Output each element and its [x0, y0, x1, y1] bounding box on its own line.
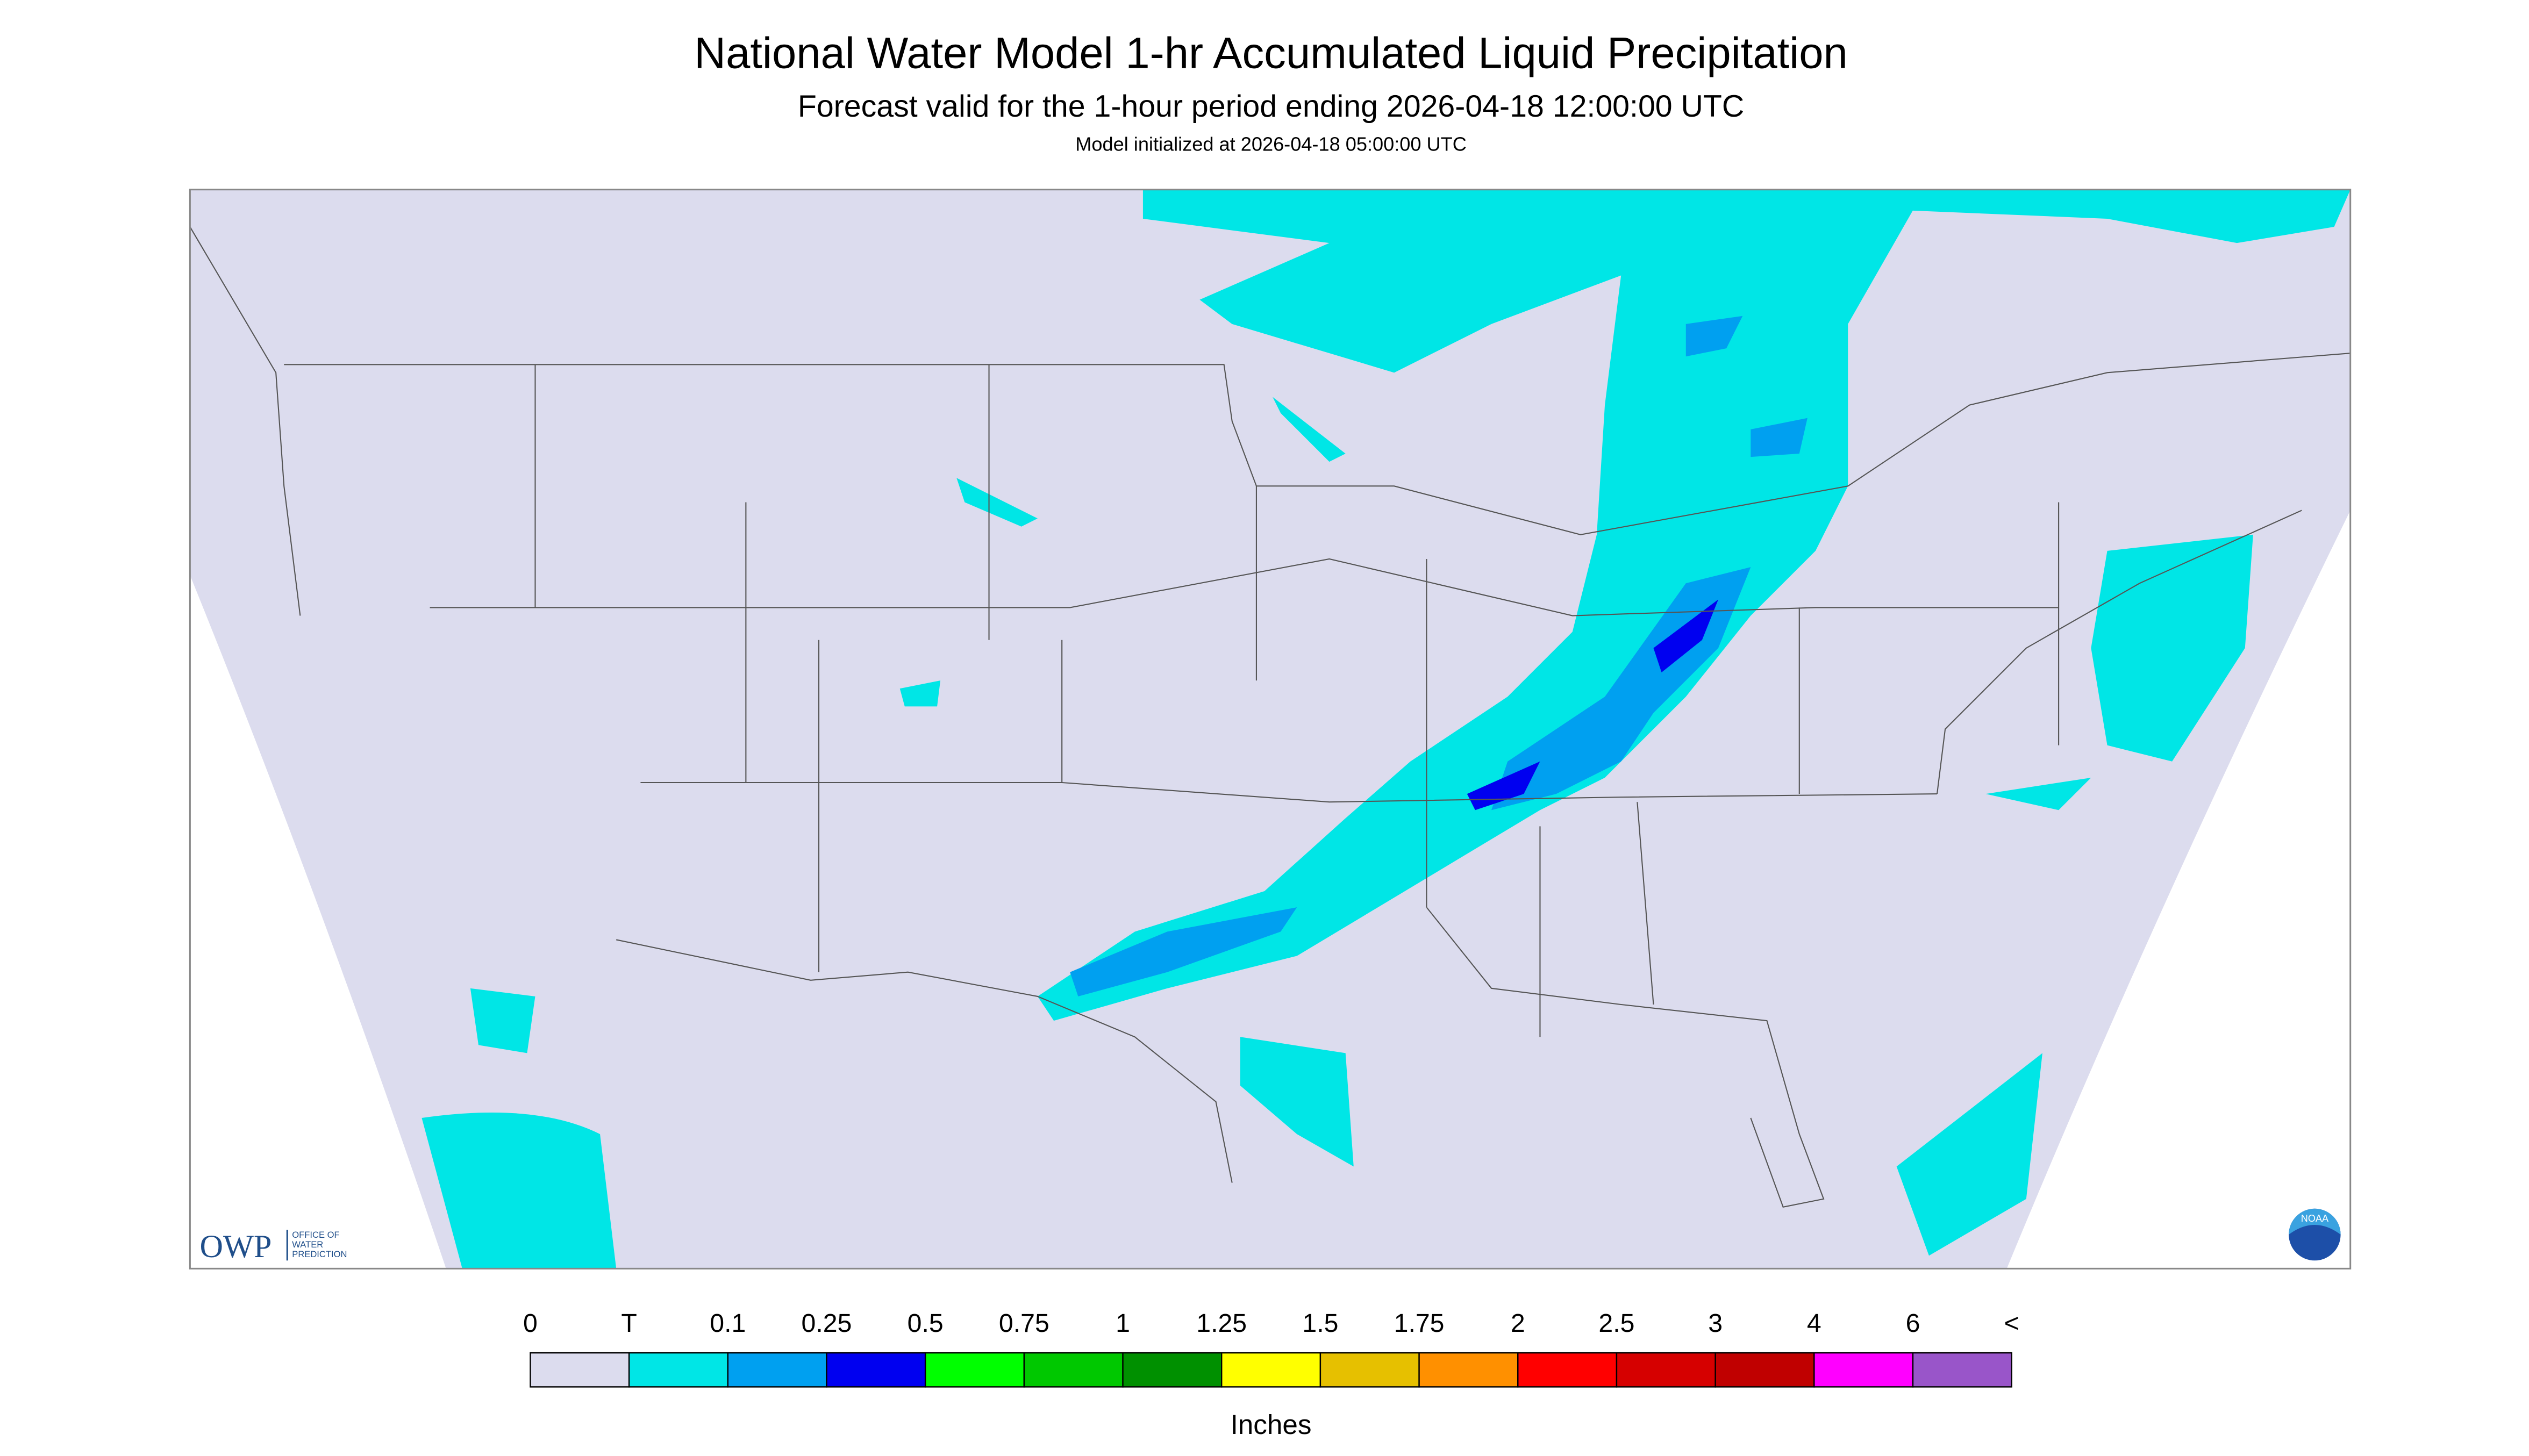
noaa-text: NOAA — [2301, 1213, 2329, 1224]
legend-label: < — [2004, 1309, 2019, 1338]
legend-label: 0.1 — [710, 1309, 746, 1338]
precipitation — [422, 189, 2351, 1269]
legend-swatch — [1912, 1352, 2012, 1388]
legend-swatch — [1616, 1352, 1716, 1388]
map: OWP OFFICE OF WATER PREDICTION NOAA — [189, 189, 2352, 1269]
legend-swatch — [727, 1352, 827, 1388]
logo-line: WATER — [292, 1239, 323, 1250]
legend-unit: Inches — [1231, 1409, 1312, 1440]
legend-swatch — [924, 1352, 1025, 1388]
legend-label: 1.5 — [1302, 1309, 1338, 1338]
legend-label: 0.5 — [908, 1309, 944, 1338]
legend-swatch — [1714, 1352, 1815, 1388]
legend-label: 2 — [1511, 1309, 1525, 1338]
map-frame — [189, 189, 2352, 1269]
projection-mask-left — [190, 575, 446, 1269]
legend-label: 0 — [523, 1309, 538, 1338]
legend-swatch — [826, 1352, 926, 1388]
legend-swatch — [1517, 1352, 1618, 1388]
legend-label: 1.75 — [1394, 1309, 1445, 1338]
legend-label: 1.25 — [1196, 1309, 1247, 1338]
legend-label: 6 — [1906, 1309, 1920, 1338]
legend-swatch — [1122, 1352, 1223, 1388]
legend-label: 2.5 — [1598, 1309, 1634, 1338]
noaa-logo-wave — [2289, 1208, 2341, 1235]
legend-swatch — [628, 1352, 729, 1388]
legend-label: 4 — [1807, 1309, 1821, 1338]
legend-swatch — [1221, 1352, 1321, 1388]
legend-label: T — [621, 1309, 637, 1338]
logo-line: PREDICTION — [292, 1249, 347, 1259]
projection-mask-right — [2006, 510, 2351, 1269]
legend-swatch — [1813, 1352, 1914, 1388]
legend: 0 T 0.1 0.25 0.5 0.75 1 1.25 1.5 1.75 2 2.5 3 4 6 < — [523, 1309, 2019, 1388]
logo-line: OFFICE OF — [292, 1230, 339, 1240]
legend-label: 0.75 — [999, 1309, 1049, 1338]
init-note: Model initialized at 2026-04-18 05:00:00… — [1075, 133, 1467, 155]
logo-acronym: OWP — [199, 1229, 272, 1265]
legend-swatch — [530, 1352, 630, 1388]
legend-swatch — [1418, 1352, 1519, 1388]
legend-label: 3 — [1708, 1309, 1723, 1338]
legend-label: 1 — [1116, 1309, 1130, 1338]
subtitle: Forecast valid for the 1-hour period end… — [798, 89, 1744, 124]
title: National Water Model 1-hr Accumulated Li… — [694, 29, 1847, 78]
legend-swatch — [1319, 1352, 1420, 1388]
legend-swatch — [1023, 1352, 1124, 1388]
borders — [189, 226, 2351, 1208]
legend-label: 0.25 — [802, 1309, 852, 1338]
